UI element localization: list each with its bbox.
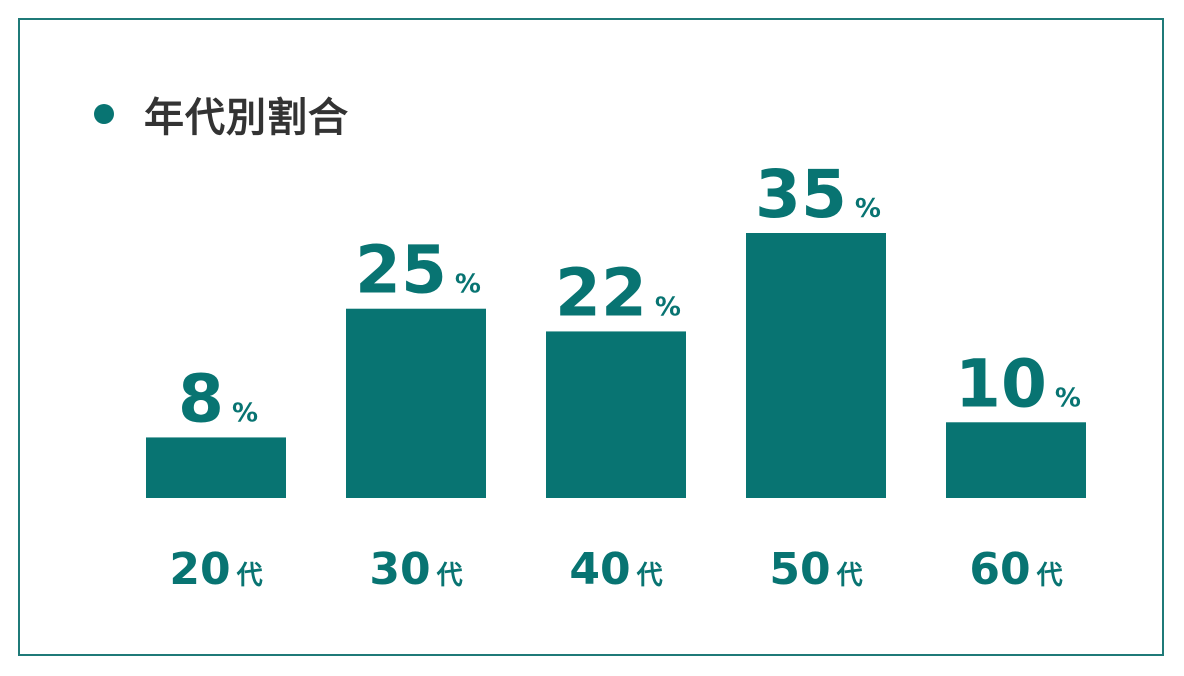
chart-heading: 年代別割合: [94, 84, 349, 144]
bullet-dot-icon: [94, 104, 114, 124]
bar-50: [746, 233, 886, 498]
category-label-30: 30 代: [369, 544, 462, 595]
value-label-40: 22%: [555, 254, 681, 331]
value-label-50: 35%: [755, 156, 881, 233]
category-label-20: 20 代: [169, 544, 262, 595]
value-label-30: 25%: [355, 232, 481, 309]
category-label-40: 40 代: [569, 544, 662, 595]
value-label-20: 8%: [178, 360, 258, 437]
bar-30: [346, 308, 486, 498]
bar-40: [546, 331, 686, 498]
value-label-60: 10%: [955, 345, 1081, 422]
bar-20: [146, 437, 286, 498]
category-label-50: 50 代: [769, 544, 862, 595]
category-label-60: 60 代: [969, 544, 1062, 595]
chart-title: 年代別割合: [144, 95, 349, 141]
bar-60: [946, 422, 1086, 498]
